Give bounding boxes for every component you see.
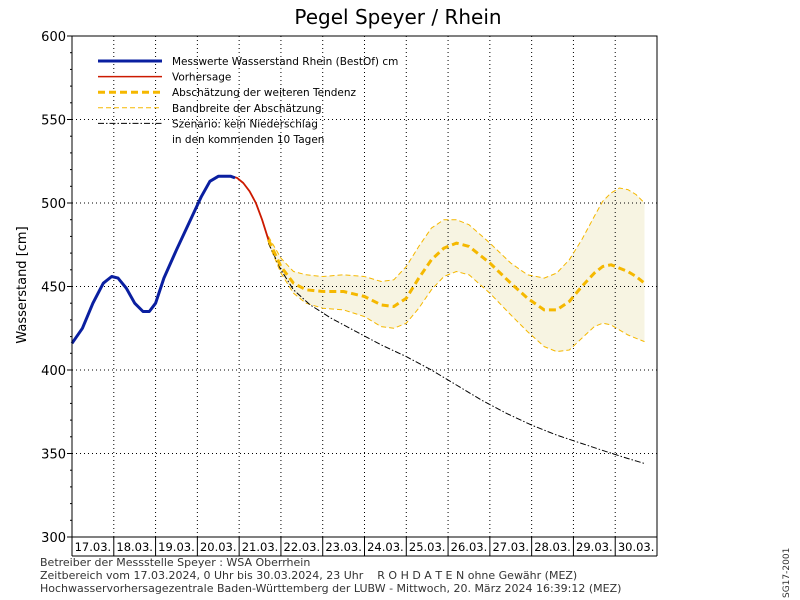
x-axis: 17.03. 18.03. 19.03. 20.03. 21.03. 22.03. 23.0… [71, 537, 658, 557]
series-scenario [267, 242, 645, 464]
series-layer [70, 174, 646, 464]
series-band [267, 187, 645, 282]
footer-time-range: Zeitbereich vom 17.03.2024, 0 Uhr bis 30… [40, 569, 578, 582]
band-layer [268, 188, 645, 352]
legend: Messwerte Wasserstand Rhein (BestOf) cm V… [98, 56, 398, 146]
y-tick-label: 500 [41, 197, 66, 212]
x-tick-label: 21.03. [242, 540, 279, 554]
y-tick-label: 400 [41, 364, 66, 379]
x-tick-label: 30.03. [618, 540, 655, 554]
footer-operator: Betreiber der Messstelle Speyer : WSA Ob… [40, 556, 311, 569]
y-tick-label: 550 [41, 114, 66, 129]
legend-label-tendency: Abschätzung der weiteren Tendenz [172, 87, 357, 99]
x-tick-label: 19.03. [158, 540, 195, 554]
legend-label-band: Bandbreite der Abschätzung [172, 103, 322, 115]
x-tick-label: 20.03. [200, 540, 237, 554]
x-tick-label: 24.03. [367, 540, 404, 554]
legend-label-scenario-line2: in den kommenden 10 Tagen [172, 134, 324, 146]
legend-label-measured: Messwerte Wasserstand Rhein (BestOf) cm [172, 56, 398, 68]
x-tick-label: 28.03. [534, 540, 571, 554]
footer-source: Hochwasservorhersagezentrale Baden-Württ… [40, 582, 622, 595]
y-axis: 300 350 400 450 500 550 600 [41, 30, 72, 546]
series-tendency [267, 239, 646, 312]
legend-label-forecast: Vorhersage [172, 72, 231, 84]
x-tick-label: 26.03. [451, 540, 488, 554]
x-tick-label: 22.03. [284, 540, 321, 554]
y-tick-label: 300 [41, 531, 66, 546]
x-tick-label: 23.03. [325, 540, 362, 554]
band-fill [268, 188, 645, 352]
x-tick-label: 18.03. [116, 540, 153, 554]
grid-layer [72, 36, 657, 537]
side-code: SG17-2001 [782, 547, 792, 598]
x-tick-label: 27.03. [492, 540, 529, 554]
series-band [267, 242, 645, 353]
y-tick-label: 600 [41, 30, 66, 45]
legend-label-scenario: Szenario: kein Niederschlag [172, 118, 318, 130]
series-forecast [230, 175, 270, 240]
x-tick-label: 17.03. [75, 540, 112, 554]
x-tick-label: 25.03. [409, 540, 446, 554]
y-tick-label: 450 [41, 281, 66, 296]
y-axis-label: Wasserstand [cm] [15, 226, 30, 343]
chart-title: Pegel Speyer / Rhein [294, 5, 501, 29]
x-tick-label: 29.03. [576, 540, 613, 554]
series-measured [70, 174, 236, 345]
y-tick-label: 350 [41, 448, 66, 463]
